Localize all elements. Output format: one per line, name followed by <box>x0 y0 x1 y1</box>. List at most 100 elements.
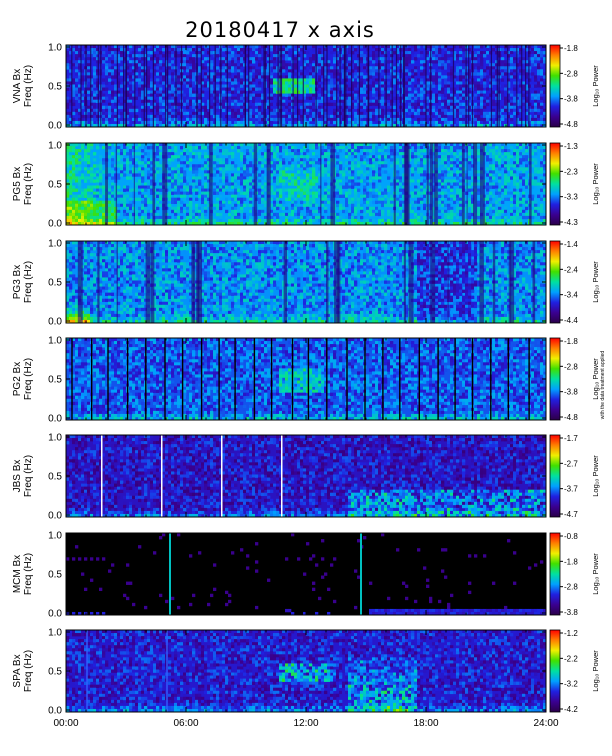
side-annotation-text: with the data treatment applied <box>600 350 606 420</box>
colorbar-tick-label: -3.7 <box>564 485 578 494</box>
colorbar-tick-label: -4.2 <box>564 705 578 714</box>
y-axis-label: Freq (Hz) <box>23 650 34 692</box>
colorbar <box>549 337 561 421</box>
colorbar-tick-label: -1.2 <box>564 629 578 638</box>
heatmap-cells <box>66 630 547 713</box>
colorbar-tick-label: -1.8 <box>564 557 578 566</box>
colorbar-tick-label: -1.3 <box>564 142 578 151</box>
colorbar-label: Log₁₀ Power <box>591 650 600 692</box>
y-axis-label: SPA Bx <box>12 654 23 687</box>
colorbar-tick-label: -3.8 <box>564 95 578 104</box>
y-tick-label: 1.0 <box>48 43 62 54</box>
y-tick-label: 0.5 <box>48 278 62 289</box>
y-axis-label: Freq (Hz) <box>23 65 34 107</box>
heatmap-stripes <box>86 630 168 712</box>
y-tick-label: 0.5 <box>48 570 62 581</box>
colorbar-tick-label: -1.4 <box>564 240 578 249</box>
heatmap-stripes <box>77 241 536 323</box>
colorbar <box>549 142 561 226</box>
colorbar-label: Log₁₀ Power <box>591 65 600 107</box>
colorbar-label: Log₁₀ Power <box>591 163 600 205</box>
data-gap <box>161 435 163 517</box>
colorbar-tick-label: -3.3 <box>564 193 578 202</box>
colorbar-label: Log₁₀ Power <box>591 261 600 303</box>
colorbar-tick-label: -1.8 <box>564 44 578 53</box>
y-axis-label: Freq (Hz) <box>23 455 34 497</box>
y-axis-label: PG3 Bx <box>12 265 23 299</box>
y-axis-label: MCM Bx <box>12 555 23 593</box>
colorbar-tick-label: -2.2 <box>564 654 578 663</box>
panel-pg5: 1.0 0.5 0.0 PG5 Bx Freq (Hz) -1.3 -2.3 -3.3 -4.3… <box>12 141 600 230</box>
panel-jbs: 1.0 0.5 0.0 JBS Bx Freq (Hz) -1.7 -2.7 -3.7 -4.7… <box>12 433 600 522</box>
y-axis-label: VNA Bx <box>12 69 23 103</box>
panel-mcm: 1.0 0.5 0.0 MCM Bx Freq (Hz) -0.8 -1.8 -2.8 -3.8… <box>12 531 600 620</box>
y-axis-label: Freq (Hz) <box>23 553 34 595</box>
y-axis-label: PG2 Bx <box>12 362 23 396</box>
y-tick-label: 0.0 <box>48 706 62 717</box>
colorbar-tick-label: -3.8 <box>564 608 578 617</box>
colorbar-tick-label: -3.2 <box>564 680 578 689</box>
x-tick-label: 06:00 <box>173 718 198 729</box>
colorbar-tick-label: -4.7 <box>564 510 578 519</box>
panel-spa: 1.0 0.5 0.0 SPA Bx Freq (Hz) -1.2 -2.2 -3.2 -4.2… <box>12 628 600 717</box>
y-tick-label: 0.0 <box>48 219 62 230</box>
colorbar-tick-label: -4.8 <box>564 413 578 422</box>
heatmap-cells <box>66 435 547 518</box>
y-tick-label: 0.0 <box>48 609 62 620</box>
y-tick-label: 0.5 <box>48 180 62 191</box>
colorbar-tick-label: -0.8 <box>564 532 578 541</box>
heatmap-cells <box>66 45 547 128</box>
y-tick-label: 0.5 <box>48 667 62 678</box>
heatmap-stripes <box>71 338 530 420</box>
y-tick-label: 0.5 <box>48 82 62 93</box>
data-gap <box>221 435 223 517</box>
colorbar-tick-label: -2.4 <box>564 265 578 274</box>
colorbar-tick-label: -4.8 <box>564 120 578 129</box>
y-tick-label: 0.0 <box>48 511 62 522</box>
colorbar-tick-label: -4.4 <box>564 316 578 325</box>
panel-pg3: 1.0 0.5 0.0 PG3 Bx Freq (Hz) -1.4 -2.4 -3.4 -4.4… <box>12 239 600 328</box>
y-tick-label: 1.0 <box>48 628 62 639</box>
colorbar-tick-label: -3.4 <box>564 291 578 300</box>
colorbar-tick-label: -1.7 <box>564 434 578 443</box>
y-axis-label: Freq (Hz) <box>23 261 34 303</box>
heatmap-stripes <box>71 45 530 127</box>
colorbar-tick-label: -2.7 <box>564 459 578 468</box>
y-axis-label: JBS Bx <box>12 460 23 493</box>
x-tick-label: 12:00 <box>293 718 318 729</box>
x-tick-label: 24:00 <box>533 718 558 729</box>
colorbar-tick-label: -1.8 <box>564 337 578 346</box>
x-tick-label: 18:00 <box>413 718 438 729</box>
y-tick-label: 0.5 <box>48 472 62 483</box>
colorbar-tick-label: -2.3 <box>564 167 578 176</box>
y-tick-label: 1.0 <box>48 336 62 347</box>
data-gap <box>101 435 103 517</box>
y-axis-label: PG5 Bx <box>12 167 23 201</box>
heatmap-cells <box>66 241 547 324</box>
colorbar-tick-label: -2.8 <box>564 583 578 592</box>
heatmap-stripes <box>101 435 283 517</box>
y-tick-label: 1.0 <box>48 239 62 250</box>
colorbar-tick-label: -3.8 <box>564 388 578 397</box>
data-gap <box>281 435 283 517</box>
colorbar <box>549 532 561 616</box>
x-tick-label: 00:00 <box>53 718 78 729</box>
colorbar <box>549 629 561 713</box>
y-tick-label: 1.0 <box>48 531 62 542</box>
colorbar-label: Log₁₀ Power <box>591 455 600 497</box>
heatmap-stripes <box>105 143 532 225</box>
y-tick-label: 0.0 <box>48 414 62 425</box>
colorbar-tick-label: -2.8 <box>564 362 578 371</box>
y-axis-label: Freq (Hz) <box>23 163 34 205</box>
heatmap-cells <box>66 338 547 421</box>
heatmap-cells <box>66 533 547 616</box>
y-tick-label: 0.0 <box>48 121 62 132</box>
panel-vna: 1.0 0.5 0.0 VNA Bx Freq (Hz) -1.8 -2.8 -3.8 -4.8… <box>12 43 600 132</box>
y-axis-label: Freq (Hz) <box>23 358 34 400</box>
colorbar <box>549 44 561 128</box>
colorbar-tick-label: -2.8 <box>564 69 578 78</box>
colorbar-label: Log₁₀ Power <box>591 553 600 595</box>
y-tick-label: 1.0 <box>48 433 62 444</box>
heatmap-stripes <box>169 533 362 615</box>
